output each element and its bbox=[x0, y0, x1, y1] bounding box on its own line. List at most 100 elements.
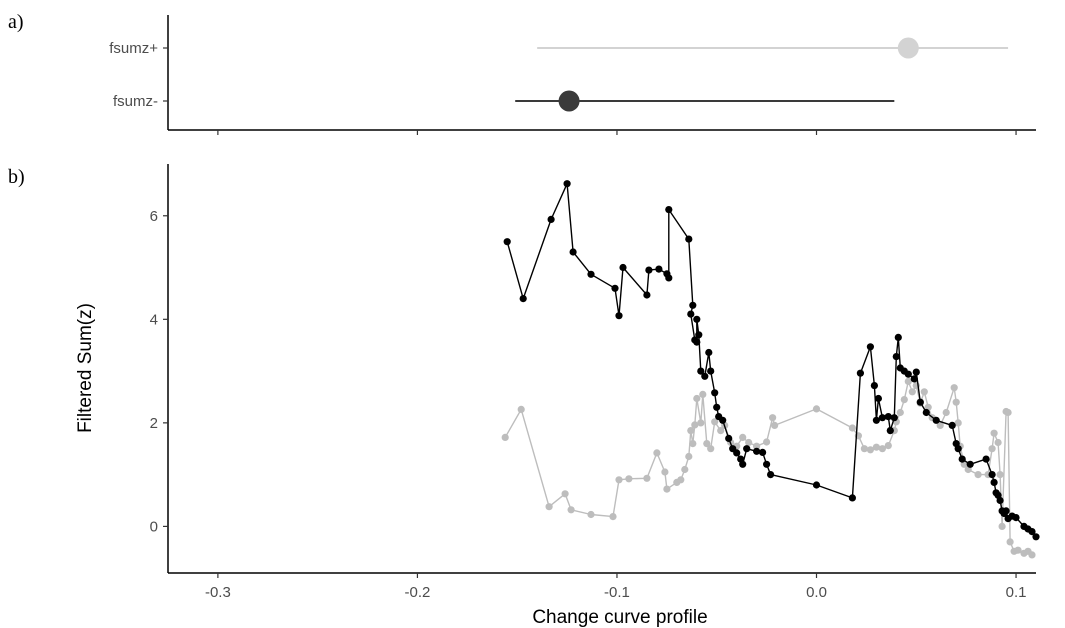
data-point bbox=[503, 238, 511, 246]
data-point bbox=[681, 465, 689, 474]
data-point bbox=[954, 445, 962, 453]
data-point bbox=[685, 235, 693, 243]
data-point bbox=[812, 405, 821, 413]
data-point bbox=[519, 295, 527, 303]
data-point bbox=[872, 416, 881, 424]
data-point bbox=[763, 460, 771, 468]
data-point bbox=[884, 442, 892, 450]
data-point bbox=[739, 460, 747, 468]
data-point bbox=[743, 445, 751, 453]
data-point bbox=[699, 390, 707, 398]
data-point bbox=[936, 421, 944, 429]
data-point bbox=[753, 447, 761, 455]
data-point bbox=[763, 438, 771, 446]
data-point bbox=[990, 429, 998, 437]
data-point bbox=[703, 440, 711, 448]
data-point bbox=[767, 471, 775, 479]
data-point bbox=[771, 421, 779, 429]
data-point bbox=[719, 416, 727, 424]
panel-b-series bbox=[501, 180, 1040, 559]
data-point bbox=[1002, 507, 1010, 515]
data-point bbox=[615, 312, 623, 320]
data-point bbox=[922, 408, 930, 417]
data-point bbox=[625, 475, 633, 483]
y-tick-label: 2 bbox=[150, 415, 158, 432]
data-point bbox=[689, 440, 697, 448]
data-point bbox=[958, 455, 966, 463]
panel-b-x-ticks: -0.3 -0.2 -0.1 0.0 0.1 bbox=[205, 573, 1027, 601]
data-point bbox=[996, 471, 1004, 479]
category-label: fsumz+ bbox=[109, 40, 158, 57]
data-point bbox=[643, 474, 651, 482]
data-point bbox=[609, 513, 617, 521]
y-axis-title: Filtered Sum(z) bbox=[75, 303, 96, 433]
data-point bbox=[547, 215, 555, 223]
data-point bbox=[697, 419, 705, 427]
data-point bbox=[733, 449, 741, 457]
data-point bbox=[1032, 533, 1040, 541]
data-point bbox=[870, 382, 879, 390]
data-point bbox=[812, 481, 821, 489]
data-point bbox=[866, 343, 875, 351]
data-point bbox=[713, 403, 721, 411]
data-point bbox=[908, 388, 916, 396]
data-point bbox=[942, 408, 950, 417]
estimate-point bbox=[897, 37, 919, 59]
data-point bbox=[848, 424, 857, 432]
data-point bbox=[916, 398, 924, 406]
data-point bbox=[645, 266, 653, 274]
data-point bbox=[587, 510, 595, 519]
data-point bbox=[677, 476, 685, 484]
data-point bbox=[711, 389, 719, 397]
data-point bbox=[665, 274, 673, 282]
data-point bbox=[878, 445, 887, 453]
data-point bbox=[982, 455, 990, 463]
data-point bbox=[693, 315, 701, 323]
data-point bbox=[759, 448, 767, 456]
y-tick-label: 6 bbox=[150, 208, 158, 225]
data-point bbox=[687, 427, 695, 435]
x-axis-title: Change curve profile bbox=[532, 607, 707, 628]
data-point bbox=[950, 384, 958, 392]
data-point bbox=[753, 442, 761, 450]
data-point bbox=[856, 369, 865, 377]
panel-a-label: a) bbox=[8, 11, 24, 33]
panel-a-intervals bbox=[515, 37, 1009, 112]
data-point bbox=[689, 301, 697, 309]
estimate-point bbox=[558, 90, 580, 112]
data-point bbox=[769, 414, 777, 422]
data-point bbox=[1028, 528, 1036, 536]
data-point bbox=[587, 270, 595, 278]
data-point bbox=[874, 394, 883, 403]
data-point bbox=[894, 333, 902, 341]
panel-a-x-ticks bbox=[217, 130, 1017, 135]
data-point bbox=[569, 248, 577, 256]
data-point bbox=[860, 445, 869, 453]
data-point bbox=[701, 372, 709, 380]
data-point bbox=[866, 446, 875, 454]
data-point bbox=[693, 338, 701, 346]
data-point bbox=[661, 468, 669, 476]
data-point bbox=[745, 438, 753, 447]
panel-a-categories: fsumz+ fsumz- bbox=[109, 40, 168, 110]
category-label: fsumz- bbox=[113, 93, 158, 110]
data-point bbox=[619, 263, 627, 272]
panel-b-y-ticks: 0 2 4 6 bbox=[150, 208, 168, 535]
data-point bbox=[912, 368, 920, 376]
data-point bbox=[998, 522, 1006, 531]
data-point bbox=[705, 348, 713, 357]
series-black bbox=[503, 180, 1040, 541]
data-point bbox=[886, 427, 894, 435]
x-tick-label: 0.1 bbox=[1006, 584, 1027, 601]
data-point bbox=[990, 478, 998, 486]
data-point bbox=[948, 421, 956, 429]
data-point bbox=[567, 506, 575, 514]
data-point bbox=[663, 485, 671, 493]
data-point bbox=[892, 353, 900, 361]
data-point bbox=[988, 471, 996, 479]
data-point bbox=[900, 396, 908, 404]
data-point bbox=[910, 375, 918, 383]
data-point bbox=[687, 310, 695, 318]
data-point bbox=[904, 370, 912, 378]
